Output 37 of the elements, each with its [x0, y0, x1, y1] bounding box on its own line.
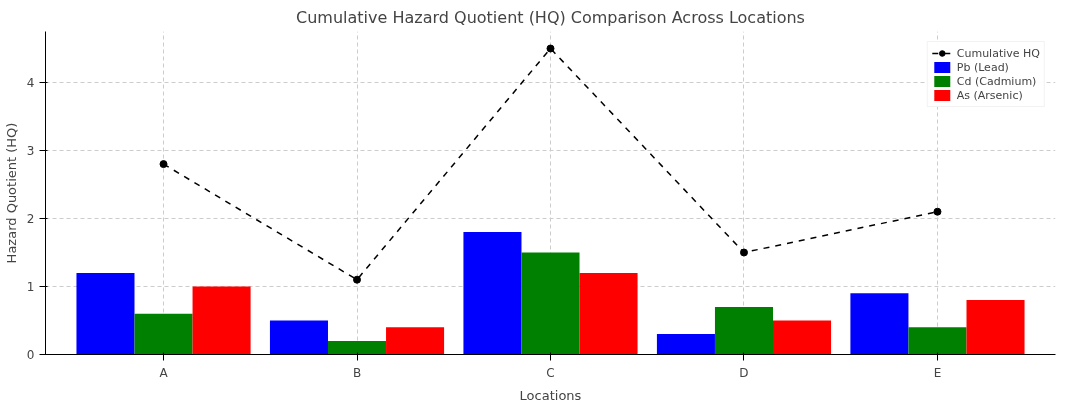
legend-label: Pb (Lead): [956, 60, 1009, 74]
bar: [386, 327, 445, 355]
bar: [269, 320, 328, 355]
point: [546, 44, 555, 53]
bar: [850, 293, 909, 355]
bar: [966, 300, 1025, 355]
y-tick-label: 4: [26, 76, 35, 90]
point: [159, 160, 168, 169]
legend-label: As (Arsenic): [956, 88, 1023, 102]
bar: [908, 327, 967, 355]
x-tick-label: A: [159, 365, 169, 380]
bar: [656, 334, 715, 355]
x-tick-label: C: [546, 365, 555, 380]
chart-title: Cumulative Hazard Quotient (HQ) Comparison Across Locations: [296, 7, 805, 27]
y-tick-label: 0: [26, 348, 35, 362]
point: [933, 207, 942, 216]
bar: [773, 320, 832, 355]
x-tick-label: E: [933, 365, 942, 380]
y-tick-label: 3: [26, 144, 35, 158]
bar: [521, 252, 580, 355]
point: [353, 275, 362, 284]
point: [739, 248, 748, 257]
bar: [579, 272, 638, 355]
x-tick-label: B: [352, 365, 362, 380]
x-axis-title: Locations: [519, 387, 582, 403]
y-tick-label: 2: [26, 212, 35, 226]
y-axis-title: Hazard Quotient (HQ): [3, 122, 19, 264]
bar: [76, 272, 135, 355]
bar: [714, 306, 774, 355]
bar: [134, 313, 193, 355]
x-tick-label: D: [739, 365, 749, 380]
bar: [327, 340, 387, 355]
legend-label: Cd (Cadmium): [956, 74, 1037, 88]
y-tick-label: 1: [26, 280, 35, 294]
bar: [192, 286, 251, 355]
bar: [463, 232, 522, 355]
legend-label: Cumulative HQ: [956, 46, 1040, 60]
